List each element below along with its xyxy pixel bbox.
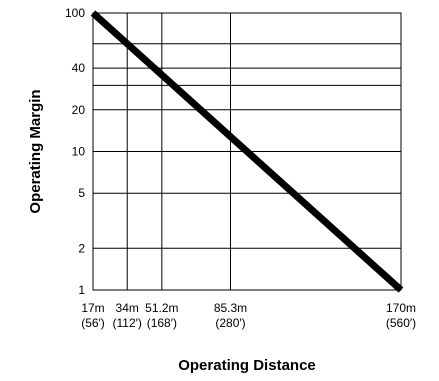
x-tick-label: 17m (81, 301, 104, 315)
x-tick-label: 51.2m (145, 301, 178, 315)
x-tick-sublabel: (560′) (386, 316, 416, 330)
y-axis-title: Operating Margin (27, 89, 44, 213)
y-tick-label: 10 (72, 145, 86, 159)
x-tick-label: 85.3m (214, 301, 247, 315)
y-tick-label: 40 (72, 61, 86, 75)
x-tick-labels: 17m(56′) 34m(112′)51.2m(168′) 85.3m(280′) 1… (81, 301, 416, 330)
series-line (90, 10, 404, 293)
y-tick-label: 100 (65, 6, 85, 20)
x-tick-label: 34m (116, 301, 139, 315)
series-layer (90, 10, 404, 293)
y-tick-label: 5 (78, 186, 85, 200)
y-tick-label: 20 (72, 103, 86, 117)
x-tick-label: 170m (386, 301, 416, 315)
x-tick-sublabel: (280′) (215, 316, 245, 330)
y-tick-labels: 100 40 20 10 5 2 1 (65, 6, 85, 297)
y-tick-label: 1 (78, 283, 85, 297)
x-tick-sublabel: (56′) (81, 316, 105, 330)
x-axis-title: Operating Distance (178, 357, 316, 374)
y-tick-label: 2 (78, 241, 85, 255)
x-tick-sublabel: (112′) (113, 316, 142, 330)
x-tick-sublabel: (168′) (147, 316, 177, 330)
plot-frame (92, 12, 402, 291)
